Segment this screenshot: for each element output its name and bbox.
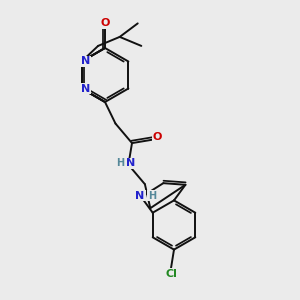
Text: O: O bbox=[153, 131, 162, 142]
Text: N: N bbox=[136, 190, 145, 201]
Text: N: N bbox=[126, 158, 135, 169]
Text: N: N bbox=[81, 83, 90, 94]
Text: H: H bbox=[116, 158, 124, 169]
Text: Cl: Cl bbox=[165, 268, 177, 279]
Text: H: H bbox=[148, 190, 156, 201]
Text: N: N bbox=[81, 56, 90, 67]
Text: O: O bbox=[100, 18, 110, 28]
